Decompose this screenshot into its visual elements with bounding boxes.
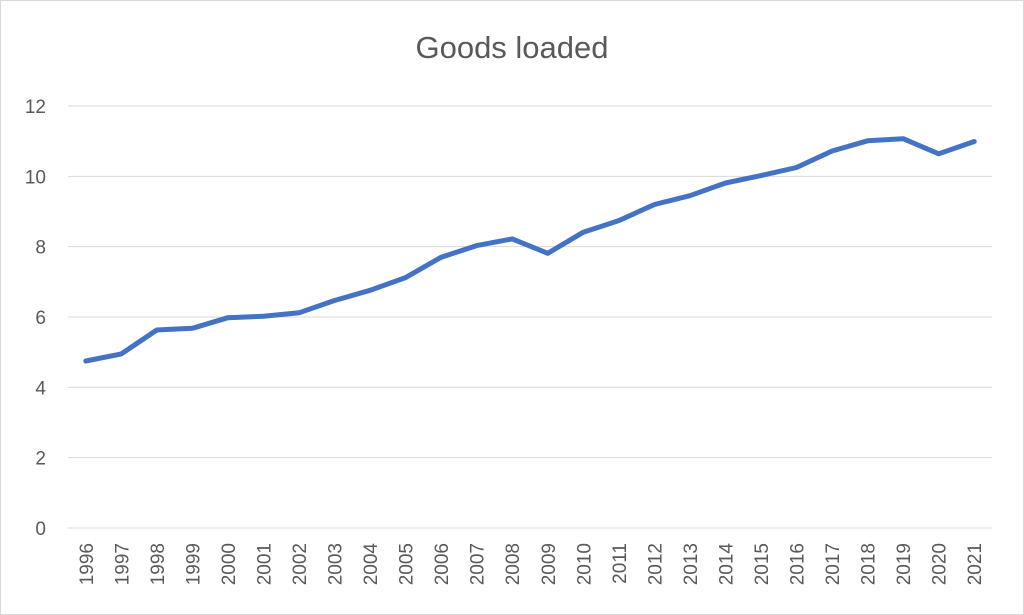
y-tick-label: 0 [35,519,46,540]
x-tick-label: 2003 [326,543,347,585]
gridlines [68,105,992,459]
x-tick-label: 2020 [930,543,951,585]
x-tick-label: 2002 [290,543,311,585]
series-lines [83,136,977,364]
x-tick-label: 2009 [539,543,560,585]
x-tick-label: 2005 [397,543,418,585]
y-tick-label: 12 [25,97,46,118]
x-tick-label: 2021 [965,543,986,585]
x-axis-tick-labels: 1996 1997 1998 1999 2000 2001 2002 2003 2004 2005… [77,543,986,586]
x-tick-label: 2017 [823,543,844,585]
x-tick-label: 1997 [112,543,133,585]
x-tick-label: 2010 [574,543,595,585]
y-axis-tick-labels: 0 2 4 6 8 10 12 [25,97,47,540]
x-tick-label: 2011 [610,543,631,584]
chart-title: Goods loaded [415,30,608,65]
y-tick-label: 10 [25,167,46,188]
series-line-0 [83,136,977,364]
x-tick-label: 1996 [77,543,98,585]
x-tick-label: 2004 [361,543,382,586]
x-tick-label: 2016 [788,543,809,585]
x-tick-label: 2012 [645,543,666,585]
x-tick-label: 2001 [254,543,275,585]
x-tick-label: 1998 [148,543,169,585]
x-tick-label: 2018 [859,543,880,585]
y-tick-label: 8 [35,238,46,259]
x-tick-label: 2008 [503,543,524,585]
x-tick-label: 2013 [681,543,702,585]
x-tick-label: 1999 [183,543,204,585]
y-tick-label: 2 [35,449,46,470]
x-tick-label: 2019 [894,543,915,585]
x-tick-label: 2015 [752,543,773,585]
x-tick-label: 2000 [219,543,240,585]
x-tick-label: 2006 [432,543,453,585]
y-tick-label: 4 [35,378,46,399]
x-tick-label: 2014 [716,543,737,586]
x-tick-label: 2007 [468,543,489,585]
y-tick-label: 6 [35,308,46,329]
